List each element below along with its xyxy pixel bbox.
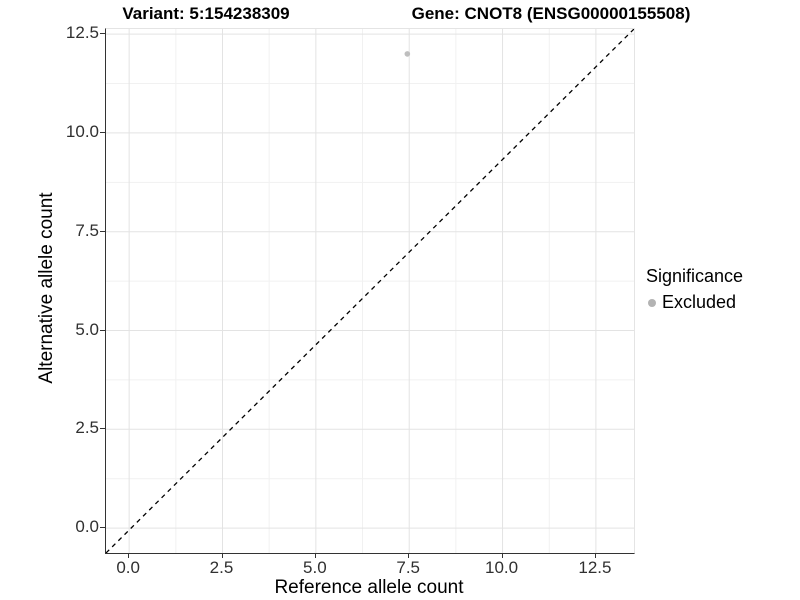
x-tick-mark [221, 553, 223, 558]
y-tick-mark [100, 33, 105, 35]
y-tick-label: 5.0 [75, 319, 99, 339]
y-tick-label: 10.0 [65, 121, 99, 141]
y-tick-label: 7.5 [75, 220, 99, 240]
y-tick-mark [100, 329, 105, 331]
y-tick-label: 0.0 [75, 517, 99, 537]
x-tick-label: 5.0 [303, 558, 327, 577]
legend-item-label: Excluded [662, 292, 737, 312]
x-tick-mark [408, 553, 410, 558]
x-tick-mark [594, 553, 596, 558]
y-tick-mark [100, 527, 105, 529]
data-point [404, 51, 411, 57]
x-tick-label: 10.0 [485, 558, 519, 577]
x-axis-title: Reference allele count [274, 577, 464, 598]
y-tick-label: 12.5 [65, 23, 99, 43]
x-tick-mark [314, 553, 316, 558]
x-tick-label: 0.0 [116, 558, 140, 577]
x-tick-label: 7.5 [396, 558, 421, 577]
legend-title: Significance [646, 266, 744, 286]
x-tick-mark [501, 553, 503, 558]
identity-dashed-line [106, 29, 634, 553]
y-tick-mark [100, 230, 105, 232]
y-tick-mark [100, 428, 105, 430]
variant-title: Variant: 5:154238309 [122, 4, 290, 23]
plot-panel [105, 28, 635, 554]
x-tick-label: 2.5 [209, 558, 234, 577]
legend: Significance Excluded [644, 266, 743, 313]
x-tick-mark [128, 553, 130, 558]
legend-item-excluded: Excluded [648, 292, 743, 313]
y-tick-label: 2.5 [75, 418, 99, 438]
plot-svg [106, 29, 634, 553]
x-tick-label: 12.5 [578, 558, 612, 577]
gene-title: Gene: CNOT8 (ENSG00000155508) [411, 4, 691, 23]
y-tick-mark [100, 131, 105, 133]
excluded-dot-icon [648, 298, 656, 307]
